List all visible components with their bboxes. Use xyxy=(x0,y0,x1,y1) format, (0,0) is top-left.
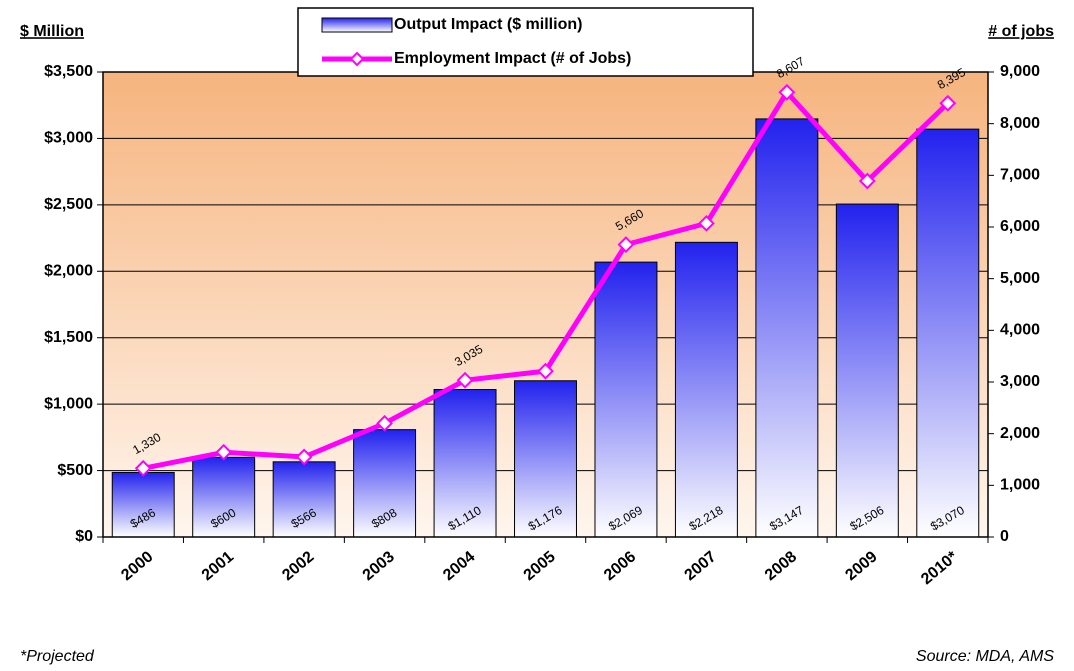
y2-tick-label: 4,000 xyxy=(1000,322,1040,339)
bar xyxy=(514,380,577,538)
y-tick-label: $1,500 xyxy=(44,329,93,346)
bar xyxy=(835,203,899,538)
legend-label: Employment Impact (# of Jobs) xyxy=(394,50,631,67)
bar xyxy=(272,461,336,538)
line-marker xyxy=(537,362,554,380)
x-tick-label: 2002 xyxy=(279,548,317,584)
line-marker xyxy=(295,448,313,466)
y-tick-label: $0 xyxy=(75,528,93,545)
bar xyxy=(916,128,980,538)
line-marker xyxy=(617,236,635,253)
line-marker xyxy=(939,94,957,112)
x-tick-label: 2008 xyxy=(762,548,800,584)
y-tick-label: $500 xyxy=(57,462,93,479)
y2-tick-label: 3,000 xyxy=(1000,373,1040,390)
x-tick-label: 2009 xyxy=(842,548,880,584)
x-tick-label: 2001 xyxy=(199,548,237,584)
y-tick-label: $2,500 xyxy=(44,196,93,213)
x-tick-label: 2000 xyxy=(118,548,156,584)
line-marker xyxy=(697,214,715,232)
bar xyxy=(192,456,256,538)
x-tick-label: 2003 xyxy=(360,548,398,584)
line-marker xyxy=(456,371,474,389)
bar xyxy=(111,471,175,538)
y-tick-label: $3,000 xyxy=(44,130,93,147)
y2-tick-label: 1,000 xyxy=(1000,477,1040,494)
line-marker xyxy=(134,459,152,477)
x-tick-label: 2010* xyxy=(918,548,962,588)
bar xyxy=(433,389,497,538)
y-tick-label: $1,000 xyxy=(44,395,93,412)
bar xyxy=(594,261,658,538)
line-marker xyxy=(778,83,796,101)
bar xyxy=(674,241,738,538)
source: Source: MDA, AMS xyxy=(916,648,1054,665)
legend-swatch xyxy=(321,17,393,33)
footnote: *Projected xyxy=(20,648,95,665)
y2-tick-label: 7,000 xyxy=(1000,167,1040,184)
x-tick-label: 2007 xyxy=(681,548,719,584)
y2-tick-label: 8,000 xyxy=(1000,115,1040,132)
bar xyxy=(755,118,819,538)
y2-tick-label: 2,000 xyxy=(1000,425,1040,442)
y2-tick-label: 9,000 xyxy=(1000,63,1040,80)
y2-tick-label: 6,000 xyxy=(1000,218,1040,235)
y2-tick-label: 0 xyxy=(1000,528,1009,545)
legend-marker xyxy=(349,51,365,67)
legend: Output Impact ($ million) Employment Imp… xyxy=(297,7,754,77)
x-tick-label: 2006 xyxy=(601,548,639,584)
y2-tick-label: 5,000 xyxy=(1000,270,1040,287)
x-tick-label: 2004 xyxy=(440,548,478,584)
y2-axis-title: # of jobs xyxy=(988,23,1054,40)
line-marker xyxy=(376,414,394,432)
line-marker xyxy=(215,443,233,461)
x-tick-label: 2005 xyxy=(521,548,559,584)
legend-label: Output Impact ($ million) xyxy=(394,16,582,33)
y-axis-title: $ Million xyxy=(20,23,84,40)
y-tick-label: $3,500 xyxy=(44,63,93,80)
line-marker xyxy=(858,172,876,190)
y-tick-label: $2,000 xyxy=(44,263,93,280)
